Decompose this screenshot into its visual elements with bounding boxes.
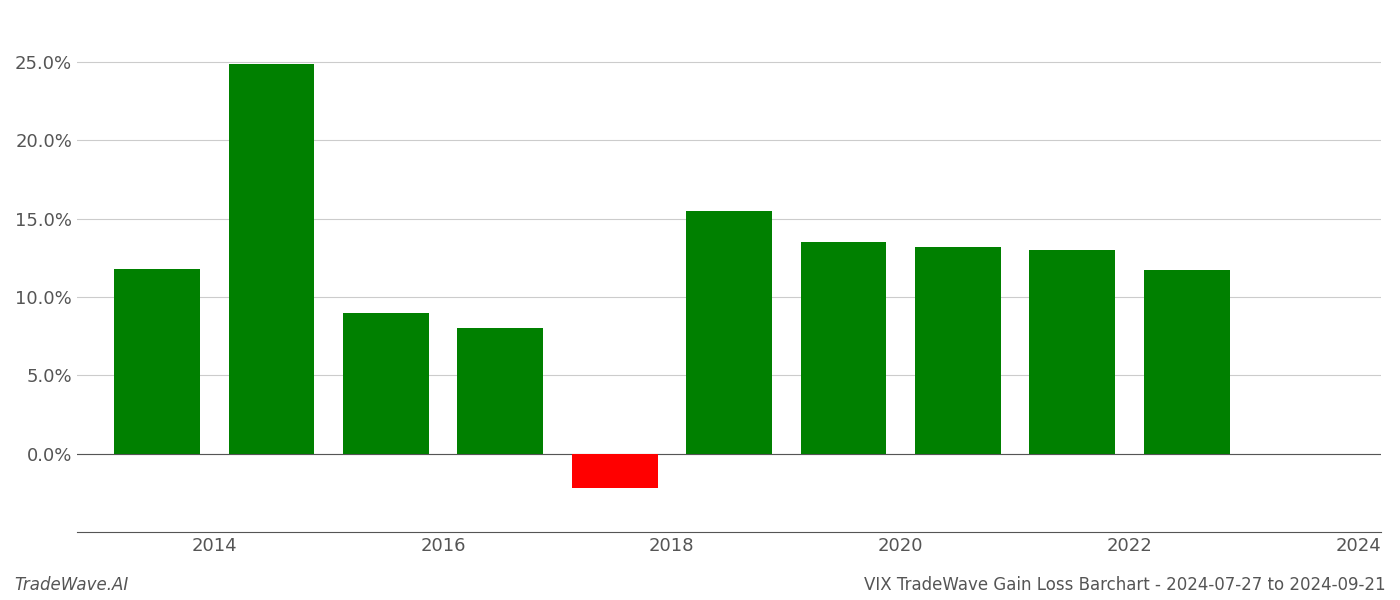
Bar [801,242,886,454]
Bar [686,211,771,454]
Bar [571,454,658,488]
Text: TradeWave.AI: TradeWave.AI [14,576,129,594]
Bar [458,328,543,454]
Bar [1029,250,1116,454]
Bar [115,269,200,454]
Text: VIX TradeWave Gain Loss Barchart - 2024-07-27 to 2024-09-21: VIX TradeWave Gain Loss Barchart - 2024-… [864,576,1386,594]
Bar [916,247,1001,454]
Bar [1144,271,1229,454]
Bar [228,64,315,454]
Bar [343,313,428,454]
